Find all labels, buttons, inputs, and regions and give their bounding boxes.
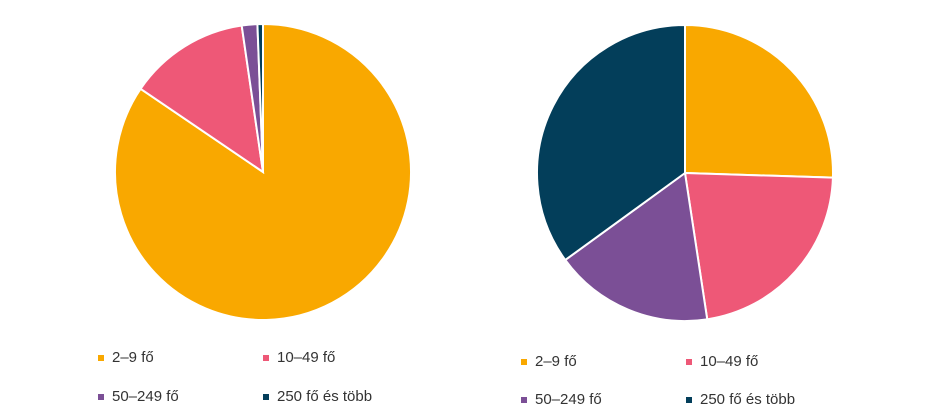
pie-slice — [536, 23, 686, 262]
legend-label: 50–249 fő — [112, 388, 179, 405]
pie-slice — [684, 23, 834, 179]
pie-slice — [256, 22, 264, 173]
legend-label: 2–9 fő — [112, 349, 154, 366]
legend-swatch — [98, 355, 104, 361]
legend-swatch — [263, 394, 269, 400]
legend-label: 50–249 fő — [535, 391, 602, 408]
pie-slice — [563, 171, 709, 322]
legend-swatch — [521, 397, 527, 403]
legend-swatch — [686, 359, 692, 365]
legend-swatch — [686, 397, 692, 403]
pie-slice — [139, 24, 265, 175]
legend-label: 2–9 fő — [535, 353, 577, 370]
legend-label: 10–49 fő — [700, 353, 758, 370]
legend-label: 10–49 fő — [277, 349, 335, 366]
legend-label: 250 fő és több — [700, 391, 795, 408]
pie-slice — [683, 171, 834, 321]
legend-label: 250 fő és több — [277, 388, 372, 405]
legend-swatch — [98, 394, 104, 400]
legend-swatch — [521, 359, 527, 365]
legend-swatch — [263, 355, 269, 361]
